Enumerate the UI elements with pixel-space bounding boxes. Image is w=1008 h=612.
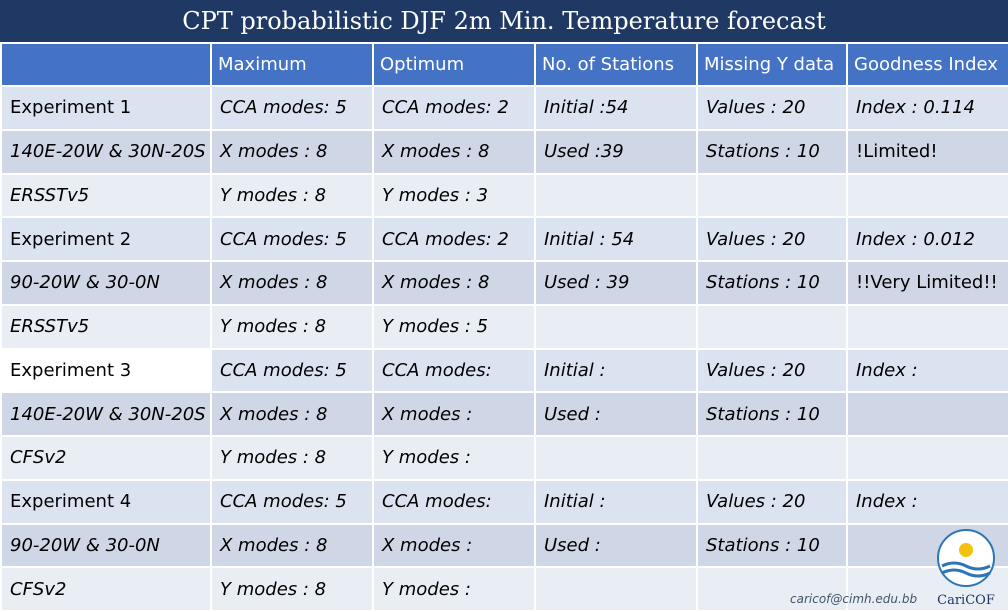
table-cell: Values : 20 — [696, 347, 848, 394]
table-row: Experiment 4 CCA modes: 5 CCA modes: Initia… — [0, 478, 1008, 525]
table-cell — [534, 172, 698, 219]
table-cell: X modes : 8 — [210, 391, 374, 437]
table-cell — [534, 566, 698, 612]
table-cell: Stations : 10 — [696, 128, 848, 175]
table-cell: Index : 0.114 — [846, 85, 1008, 131]
experiment-label: Experiment 2 — [0, 216, 212, 262]
table-cell: Index : 0.012 — [846, 216, 1008, 262]
table-cell — [846, 303, 1008, 350]
table-row: Experiment 2 CCA modes: 5 CCA modes: 2 Init… — [0, 216, 1008, 262]
experiment-label: Experiment 3 — [0, 347, 212, 394]
table-cell: CCA modes: 5 — [210, 216, 374, 262]
table-cell: CCA modes: 5 — [210, 85, 374, 131]
title-bar — [0, 0, 1008, 42]
experiment-label: Experiment 1 — [0, 85, 212, 131]
table-cell: Y modes : 8 — [210, 566, 374, 612]
table-cell — [534, 303, 698, 350]
table-cell: Used : — [534, 391, 698, 437]
forecast-table: Maximum Optimum No. of Stations Missing … — [0, 42, 1008, 612]
table-cell: Stations : 10 — [696, 522, 848, 569]
table-cell — [534, 435, 698, 481]
table-cell: Values : 20 — [696, 216, 848, 262]
table-cell: !Limited! — [846, 128, 1008, 175]
table-cell: CCA modes: — [372, 347, 536, 394]
table-cell: CCA modes: 2 — [372, 85, 536, 131]
table-cell: X modes : — [372, 391, 536, 437]
table-cell: X modes : 8 — [210, 128, 374, 175]
table-cell: X modes : 8 — [372, 128, 536, 175]
table-cell: Y modes : 8 — [210, 303, 374, 350]
table-row: Experiment 1 CCA modes: 5 CCA modes: 2 Init… — [0, 85, 1008, 131]
table-cell: Used :39 — [534, 128, 698, 175]
table-cell: Y modes : 8 — [210, 435, 374, 481]
table-body: Experiment 1 CCA modes: 5 CCA modes: 2 Init… — [0, 85, 1008, 612]
header-stations: No. of Stations — [534, 42, 698, 87]
table-cell: Y modes : — [372, 566, 536, 612]
table-cell — [846, 391, 1008, 437]
caricof-logo: CariCOF — [937, 529, 995, 608]
header-goodness: Goodness Index — [846, 42, 1008, 87]
table-cell: Initial : — [534, 478, 698, 525]
table-cell: CCA modes: 5 — [210, 478, 374, 525]
table-cell — [846, 435, 1008, 481]
table-cell: CCA modes: 5 — [210, 347, 374, 394]
table-cell: Index : — [846, 347, 1008, 394]
table-cell — [696, 303, 848, 350]
experiment-detail: CFSv2 — [0, 566, 212, 612]
table-cell — [696, 566, 848, 612]
table-cell: !!Very Limited!! — [846, 260, 1008, 306]
table-cell: Used : — [534, 522, 698, 569]
experiment-detail: 90-20W & 30-0N — [0, 522, 212, 569]
table-cell: Stations : 10 — [696, 260, 848, 306]
table-cell: CCA modes: — [372, 478, 536, 525]
table-cell: X modes : 8 — [210, 522, 374, 569]
experiment-detail: ERSSTv5 — [0, 172, 212, 219]
table-cell: Initial : — [534, 347, 698, 394]
header-missing-y: Missing Y data — [696, 42, 848, 87]
experiment-detail: 140E-20W & 30N-20S — [0, 391, 212, 437]
table-cell: Stations : 10 — [696, 391, 848, 437]
table-cell: X modes : 8 — [372, 260, 536, 306]
table-cell: Y modes : 8 — [210, 172, 374, 219]
experiment-detail: 90-20W & 30-0N — [0, 260, 212, 306]
table-cell: Used : 39 — [534, 260, 698, 306]
table-cell — [696, 435, 848, 481]
table-cell: Y modes : — [372, 435, 536, 481]
experiment-detail: 140E-20W & 30N-20S — [0, 128, 212, 175]
table-cell: Initial : 54 — [534, 216, 698, 262]
table-cell — [696, 172, 848, 219]
table-cell: Y modes : 5 — [372, 303, 536, 350]
page-title: CPT probabilistic DJF 2m Min. Temperatur… — [182, 7, 826, 35]
header-cell-blank — [0, 42, 212, 87]
table-cell: CCA modes: 2 — [372, 216, 536, 262]
table-cell: Index : — [846, 478, 1008, 525]
experiment-label: Experiment 4 — [0, 478, 212, 525]
table-row: Experiment 3 CCA modes: 5 CCA modes: Initia… — [0, 347, 1008, 394]
table-cell: Y modes : 3 — [372, 172, 536, 219]
table-cell — [846, 172, 1008, 219]
table-cell: X modes : 8 — [210, 260, 374, 306]
logo-text: CariCOF — [937, 593, 995, 608]
table-cell: X modes : — [372, 522, 536, 569]
experiment-detail: CFSv2 — [0, 435, 212, 481]
header-optimum: Optimum — [372, 42, 536, 87]
footer-email: caricof@cimh.edu.bb — [790, 592, 918, 606]
experiment-detail: ERSSTv5 — [0, 303, 212, 350]
table-cell: Values : 20 — [696, 478, 848, 525]
table-cell: Values : 20 — [696, 85, 848, 131]
header-maximum: Maximum — [210, 42, 374, 87]
table-cell: Initial :54 — [534, 85, 698, 131]
